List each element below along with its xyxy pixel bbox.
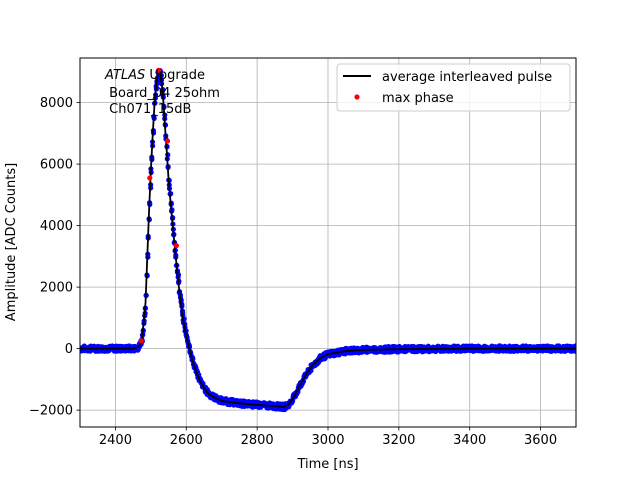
x-tick-label: 3200 bbox=[382, 433, 415, 448]
x-tick-label: 2800 bbox=[241, 433, 274, 448]
max-phase-point bbox=[164, 138, 171, 144]
plot-data bbox=[80, 67, 576, 413]
annotation-atlas: ATLAS bbox=[104, 68, 145, 83]
legend-label-average: average interleaved pulse bbox=[382, 70, 552, 85]
y-tick-label: −2000 bbox=[29, 404, 73, 419]
y-tick-label: 8000 bbox=[40, 96, 73, 111]
max-phase-point bbox=[173, 242, 179, 249]
x-tick-label: 2400 bbox=[99, 433, 132, 448]
annotation-line-2: Board_04 25ohm bbox=[105, 86, 220, 101]
annotation-line-3: Ch071_15dB bbox=[105, 102, 191, 117]
axis-ticks: 2400 2600 2800 3000 3200 3400 3600 −2000 0 2000 40… bbox=[29, 96, 557, 448]
legend-dot-swatch bbox=[354, 94, 360, 100]
annotation-upgrade: Upgrade bbox=[145, 68, 205, 83]
legend: average interleaved pulse max phase bbox=[336, 63, 571, 112]
x-tick-label: 2600 bbox=[170, 433, 203, 448]
y-tick-label: 0 bbox=[65, 342, 73, 357]
annotation-block: ATLAS Upgrade Board_04 25ohm Ch071_15dB bbox=[104, 68, 220, 117]
max-phase-point bbox=[156, 67, 162, 73]
y-tick-label: 6000 bbox=[40, 158, 73, 173]
average-pulse-line bbox=[80, 69, 576, 408]
grid-lines bbox=[80, 58, 576, 427]
legend-box bbox=[336, 63, 571, 112]
x-tick-label: 3600 bbox=[524, 433, 557, 448]
annotation-line-1: ATLAS Upgrade bbox=[104, 68, 205, 83]
x-tick-label: 3400 bbox=[453, 433, 486, 448]
x-tick-label: 3000 bbox=[311, 433, 344, 448]
max-phase-point bbox=[138, 338, 144, 344]
plot-area bbox=[80, 67, 576, 413]
legend-label-max-phase: max phase bbox=[382, 91, 454, 106]
max-phase-point bbox=[147, 175, 153, 181]
x-axis-label: Time [ns] bbox=[296, 457, 358, 472]
y-tick-label: 2000 bbox=[40, 281, 73, 296]
y-axis-label: Amplitude [ADC Counts] bbox=[4, 163, 19, 321]
y-tick-label: 4000 bbox=[40, 219, 73, 234]
